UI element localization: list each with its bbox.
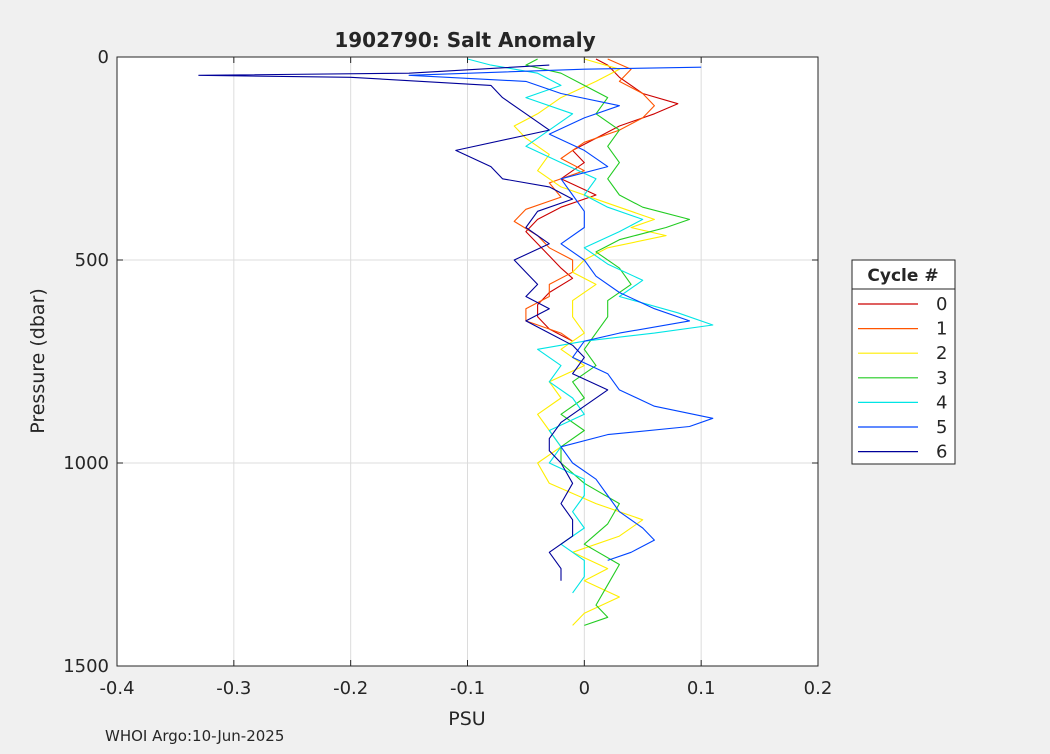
- chart-title: 1902790: Salt Anomaly: [334, 28, 595, 52]
- x-tick-label: 0.1: [687, 678, 716, 699]
- series-line-cycle-4: [467, 58, 714, 594]
- y-tick-label: 1500: [63, 656, 109, 677]
- series-line-cycle-3: [525, 58, 691, 626]
- y-axis-label: Pressure (dbar): [27, 288, 49, 434]
- series-line-cycle-6: [198, 64, 609, 581]
- legend-label-cycle-3: 3: [936, 368, 947, 389]
- legend-label-cycle-5: 5: [936, 417, 947, 438]
- legend-label-cycle-4: 4: [936, 392, 947, 413]
- series-line-cycle-0: [525, 58, 679, 342]
- legend-title: Cycle #: [867, 266, 938, 286]
- y-tick-label: 500: [75, 250, 109, 271]
- x-tick-label: 0.2: [804, 678, 833, 699]
- footer-credit: WHOI Argo:10-Jun-2025: [105, 727, 284, 745]
- x-axis-label: PSU: [448, 708, 485, 730]
- x-tick-label: -0.1: [450, 678, 485, 699]
- series-line-cycle-5: [408, 66, 714, 561]
- legend-label-cycle-1: 1: [936, 319, 947, 340]
- y-tick-label: 1000: [63, 453, 109, 474]
- x-tick-label: -0.4: [99, 678, 134, 699]
- x-tick-label: 0: [579, 678, 590, 699]
- legend-label-cycle-2: 2: [936, 343, 947, 364]
- x-tick-label: -0.3: [216, 678, 251, 699]
- legend: Cycle # 0 1 2 3 4 5 6: [851, 259, 956, 465]
- series-line-cycle-2: [513, 58, 667, 626]
- legend-items: 0 1 2 3 4 5 6: [858, 294, 947, 463]
- series-line-cycle-1: [513, 58, 655, 342]
- legend-label-cycle-6: 6: [936, 442, 947, 463]
- x-tick-label: -0.2: [333, 678, 368, 699]
- data-series: [198, 58, 714, 626]
- y-tick-label: 0: [98, 47, 109, 68]
- axis-ticks: -0.4 -0.3 -0.2 -0.1 0 0.1 0.2 0 500 1000 1500: [63, 47, 832, 699]
- legend-box: [851, 259, 956, 465]
- legend-label-cycle-0: 0: [936, 294, 947, 315]
